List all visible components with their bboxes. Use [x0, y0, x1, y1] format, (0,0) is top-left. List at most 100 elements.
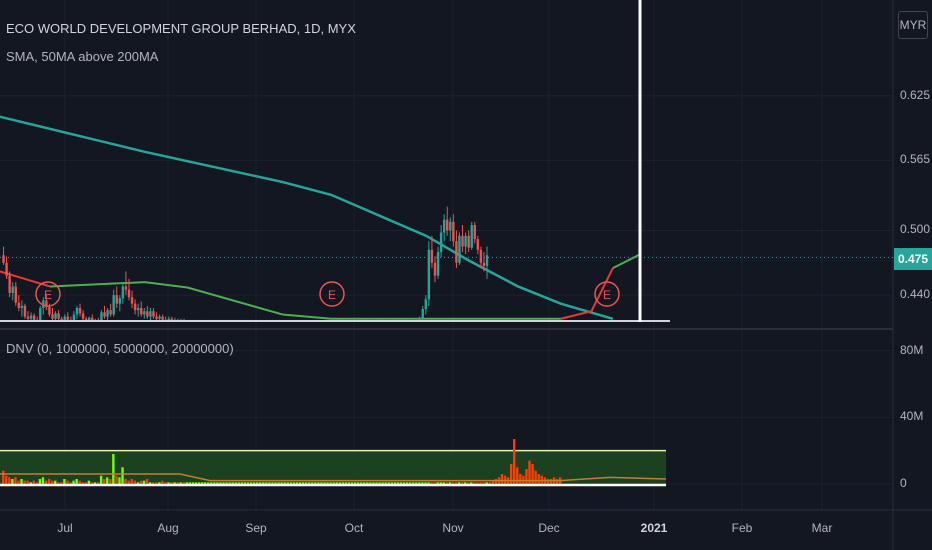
volume-bar: [519, 474, 522, 484]
volume-bar: [540, 475, 543, 484]
candle-body: [140, 307, 143, 315]
volume-bar: [470, 482, 473, 484]
volume-bar: [326, 482, 329, 484]
volume-bar: [81, 482, 84, 484]
volume-bar: [84, 482, 88, 484]
volume-bar: [151, 482, 155, 484]
volume-bar: [277, 482, 280, 484]
volume-bar: [240, 482, 244, 484]
candle-body: [57, 313, 60, 319]
candle-body: [115, 295, 118, 304]
earnings-marker[interactable]: E: [35, 281, 61, 307]
candle-body: [20, 305, 24, 308]
candle-body: [136, 307, 140, 311]
candle-body: [146, 311, 149, 317]
volume-bar: [102, 479, 106, 484]
candle-body: [121, 286, 125, 299]
volume-bar: [381, 482, 384, 484]
volume-bar: [63, 479, 66, 484]
volume-bar: [405, 482, 409, 484]
volume-bar: [442, 482, 446, 484]
volume-bar: [99, 475, 103, 484]
candle-body: [88, 317, 91, 321]
volume-bar: [228, 482, 231, 484]
volume-bar: [11, 479, 14, 484]
volume-bar: [197, 482, 201, 484]
earnings-circle: [594, 281, 620, 307]
volume-bar: [513, 439, 516, 484]
volume-bar: [467, 482, 470, 484]
volume-bar: [369, 482, 372, 484]
volume-bar: [286, 482, 289, 484]
candle-body: [81, 313, 85, 319]
volume-bar: [308, 482, 311, 484]
volume-bar: [50, 480, 54, 484]
earnings-marker[interactable]: E: [594, 281, 620, 307]
volume-indicator-label: DNV (0, 1000000, 5000000, 20000000): [6, 341, 234, 356]
volume-bar: [341, 482, 345, 484]
volume-bar: [482, 482, 485, 484]
volume-bar: [415, 482, 418, 484]
volume-bar: [200, 482, 204, 484]
volume-bar: [167, 482, 170, 484]
price-axis-label: 0.625: [900, 87, 931, 102]
volume-bar: [185, 482, 188, 484]
candle-body: [75, 307, 79, 315]
volume-bar: [283, 482, 286, 484]
volume-bar: [298, 482, 302, 484]
volume-bar: [176, 482, 179, 484]
volume-bar: [360, 482, 363, 484]
volume-bar: [207, 482, 210, 484]
volume-bar: [344, 482, 348, 484]
volume-bar: [338, 482, 341, 484]
candle-body: [72, 314, 76, 321]
volume-bar: [38, 479, 42, 484]
time-axis-label: Dec: [538, 521, 560, 535]
volume-bar: [393, 482, 397, 484]
overlay: [0, 0, 893, 322]
candle-body: [66, 316, 69, 320]
volume-bar: [14, 477, 17, 484]
volume-bar: [320, 482, 323, 484]
ma50-line-green: [612, 253, 641, 270]
volume-bar: [289, 482, 293, 484]
earnings-marker[interactable]: E: [319, 281, 345, 307]
currency-button[interactable]: MYR: [898, 11, 928, 39]
volume-bar: [118, 477, 121, 484]
volume-bar: [491, 480, 494, 484]
volume-bar: [509, 464, 513, 484]
earnings-circle: [319, 281, 345, 307]
candle-body: [127, 289, 131, 298]
volume-bar: [17, 480, 20, 484]
volume-bar: [534, 470, 537, 484]
candle-body: [485, 255, 489, 266]
volume-bar: [448, 482, 452, 484]
volume-bar: [225, 482, 228, 484]
volume-bar: [537, 474, 540, 484]
volume-bar: [384, 482, 387, 484]
volume-bar: [216, 482, 219, 484]
volume-bar: [461, 482, 464, 484]
volume-bar: [457, 482, 461, 484]
volume-bar: [179, 482, 182, 484]
candle-body: [133, 303, 137, 311]
candle-body: [84, 318, 88, 321]
volume-bar: [546, 479, 550, 484]
volume-bar: [188, 482, 192, 484]
volume-bar: [436, 482, 439, 484]
ma200-line: [0, 115, 614, 320]
candle-body: [461, 235, 464, 247]
volume-bar: [522, 475, 525, 484]
earnings-e-label: E: [44, 288, 52, 302]
candle-body: [424, 299, 428, 310]
volume-bar: [130, 479, 133, 484]
volume-bar: [252, 482, 256, 484]
candle-body: [17, 302, 21, 308]
volume-bar: [454, 482, 458, 484]
candle-body: [155, 316, 158, 319]
volume-bar: [451, 482, 455, 484]
volume-bar: [145, 479, 149, 484]
candle-body: [482, 262, 486, 266]
